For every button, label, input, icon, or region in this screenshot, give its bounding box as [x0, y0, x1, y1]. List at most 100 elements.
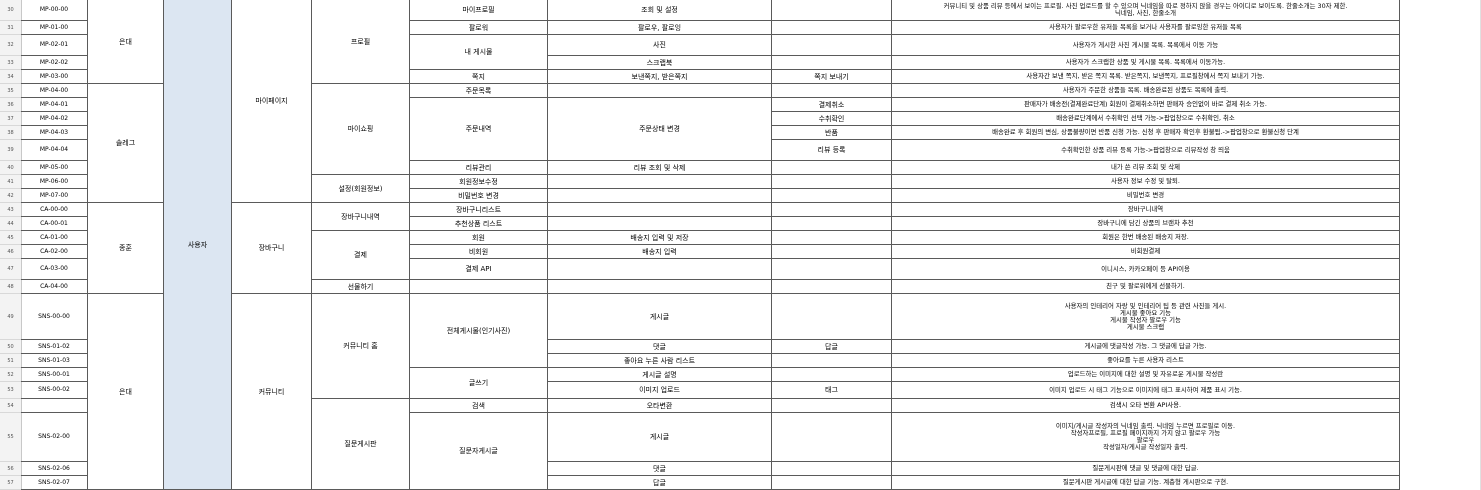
description-cell[interactable]: 사용자가 주문한 상품들 목록. 배송완료된 상품도 목록에 출력.: [892, 84, 1400, 98]
code-cell[interactable]: SNS-02-06: [21, 462, 88, 476]
level5-cell[interactable]: [772, 462, 892, 476]
level2-cell[interactable]: 프로필: [312, 0, 410, 84]
level5-cell[interactable]: 태그: [772, 382, 892, 399]
description-cell[interactable]: 비회원결제: [892, 245, 1400, 259]
row-number[interactable]: 41: [0, 175, 21, 189]
row-number[interactable]: 44: [0, 217, 21, 231]
level5-cell[interactable]: 수취확인: [772, 112, 892, 126]
description-cell[interactable]: 사용자가 게시한 사진 게시물 목록. 목록에서 이동 가능: [892, 35, 1400, 56]
level3-cell[interactable]: 팔로워: [410, 21, 548, 35]
row-number[interactable]: 48: [0, 280, 21, 294]
code-cell[interactable]: MP-05-00: [21, 161, 88, 175]
level3-cell[interactable]: 전체게시물(인기사진): [410, 294, 548, 368]
description-cell[interactable]: 이미지/게시글 작성자의 닉네임 출력. 닉네임 누르면 프로필로 이동. 작성…: [892, 413, 1400, 462]
description-cell[interactable]: 장바구니내역: [892, 203, 1400, 217]
level4-cell[interactable]: [548, 175, 772, 189]
level3-cell[interactable]: [410, 280, 548, 294]
level5-cell[interactable]: [772, 245, 892, 259]
level4-cell[interactable]: [548, 259, 772, 280]
level3-cell[interactable]: 질문자게시글: [410, 413, 548, 490]
row-number[interactable]: 57: [0, 476, 21, 490]
owner-cell[interactable]: 솔레그: [88, 84, 164, 203]
level3-cell[interactable]: 주문내역: [410, 98, 548, 161]
level5-cell[interactable]: [772, 354, 892, 368]
description-cell[interactable]: 배송완료단계에서 수취확인 선택 가능->팝업창으로 수취확인, 취소: [892, 112, 1400, 126]
level4-cell[interactable]: 이미지 업로드: [548, 382, 772, 399]
level5-cell[interactable]: [772, 189, 892, 203]
code-cell[interactable]: MP-04-03: [21, 126, 88, 140]
level5-cell[interactable]: 쪽지 보내기: [772, 70, 892, 84]
level3-cell[interactable]: 회원: [410, 231, 548, 245]
code-cell[interactable]: SNS-01-02: [21, 340, 88, 354]
level2-cell[interactable]: 설정(회원정보): [312, 175, 410, 203]
level5-cell[interactable]: [772, 413, 892, 462]
description-cell[interactable]: 커뮤니티 및 상품 리뷰 등에서 보이는 프로필. 사진 업로드를 할 수 있으…: [892, 0, 1400, 21]
level5-cell[interactable]: [772, 175, 892, 189]
level1-cell[interactable]: 커뮤니티: [232, 294, 312, 490]
row-number[interactable]: 51: [0, 354, 21, 368]
description-cell[interactable]: 비밀번호 변경: [892, 189, 1400, 203]
level3-cell[interactable]: 비회원: [410, 245, 548, 259]
row-number[interactable]: 39: [0, 140, 21, 161]
role-cell[interactable]: 사용자: [164, 0, 232, 490]
code-cell[interactable]: [21, 399, 88, 413]
row-number[interactable]: 35: [0, 84, 21, 98]
row-number[interactable]: 32: [0, 35, 21, 56]
code-cell[interactable]: CA-02-00: [21, 245, 88, 259]
row-number[interactable]: 42: [0, 189, 21, 203]
level4-cell[interactable]: [548, 189, 772, 203]
row-number[interactable]: 54: [0, 399, 21, 413]
row-number[interactable]: 49: [0, 294, 21, 340]
row-number[interactable]: 31: [0, 21, 21, 35]
level4-cell[interactable]: 배송지 입력 및 저장: [548, 231, 772, 245]
level5-cell[interactable]: [772, 231, 892, 245]
level2-cell[interactable]: 결제: [312, 231, 410, 280]
code-cell[interactable]: MP-04-04: [21, 140, 88, 161]
level4-cell[interactable]: 댓글: [548, 462, 772, 476]
level4-cell[interactable]: [548, 203, 772, 217]
description-cell[interactable]: 좋아요를 누른 사용자 리스트: [892, 354, 1400, 368]
level2-cell[interactable]: 선물하기: [312, 280, 410, 294]
level4-cell[interactable]: 사진: [548, 35, 772, 56]
code-cell[interactable]: MP-04-01: [21, 98, 88, 112]
row-number[interactable]: 30: [0, 0, 21, 21]
level5-cell[interactable]: [772, 21, 892, 35]
level3-cell[interactable]: 글쓰기: [410, 368, 548, 399]
row-number[interactable]: 53: [0, 382, 21, 399]
description-cell[interactable]: 회원은 한번 배송된 배송지 저장.: [892, 231, 1400, 245]
description-cell[interactable]: 이니시스, 카카오페이 등 API이용: [892, 259, 1400, 280]
level4-cell[interactable]: [548, 84, 772, 98]
description-cell[interactable]: 사용자의 인테리어 자랑 및 인테리어 팁 등 관련 사진들 게시. 게시물 좋…: [892, 294, 1400, 340]
description-cell[interactable]: 판매자가 배송전(결제완료단계) 회원이 결제취소하면 판매자 승인없이 바로 …: [892, 98, 1400, 112]
level4-cell[interactable]: 댓글: [548, 340, 772, 354]
description-cell[interactable]: 이미지 업로드 시 태그 기능으로 이미지에 태그 표시하여 제품 표시 기능.: [892, 382, 1400, 399]
level4-cell[interactable]: 게시글 설명: [548, 368, 772, 382]
description-cell[interactable]: 질문게시판에 댓글 및 댓글에 대한 답글.: [892, 462, 1400, 476]
code-cell[interactable]: MP-04-02: [21, 112, 88, 126]
level3-cell[interactable]: 쪽지: [410, 70, 548, 84]
level3-cell[interactable]: 검색: [410, 399, 548, 413]
level3-cell[interactable]: 내 게시물: [410, 35, 548, 70]
level5-cell[interactable]: [772, 368, 892, 382]
description-cell[interactable]: 사용자 정보 수정 및 탈퇴.: [892, 175, 1400, 189]
level5-cell[interactable]: [772, 217, 892, 231]
level4-cell[interactable]: 게시글: [548, 294, 772, 340]
level3-cell[interactable]: 마이프로필: [410, 0, 548, 21]
description-cell[interactable]: 검색시 오타 변환 API사용.: [892, 399, 1400, 413]
description-cell[interactable]: 사용자가 스크랩한 상품 및 게시물 목록. 목록에서 이동가능.: [892, 56, 1400, 70]
description-cell[interactable]: 업로드하는 이미지에 대한 설명 및 자유로운 게시물 작성란: [892, 368, 1400, 382]
level2-cell[interactable]: 장바구니내역: [312, 203, 410, 231]
level5-cell[interactable]: [772, 203, 892, 217]
level4-cell[interactable]: 보낸쪽지, 받은쪽지: [548, 70, 772, 84]
row-number[interactable]: 37: [0, 112, 21, 126]
level5-cell[interactable]: [772, 259, 892, 280]
level5-cell[interactable]: [772, 0, 892, 21]
level4-cell[interactable]: 좋아요 누른 사람 리스트: [548, 354, 772, 368]
code-cell[interactable]: MP-01-00: [21, 21, 88, 35]
level3-cell[interactable]: 비밀번호 변경: [410, 189, 548, 203]
level4-cell[interactable]: 게시글: [548, 413, 772, 462]
code-cell[interactable]: CA-00-00: [21, 203, 88, 217]
level3-cell[interactable]: 결제 API: [410, 259, 548, 280]
level4-cell[interactable]: 스크랩북: [548, 56, 772, 70]
code-cell[interactable]: SNS-00-01: [21, 368, 88, 382]
